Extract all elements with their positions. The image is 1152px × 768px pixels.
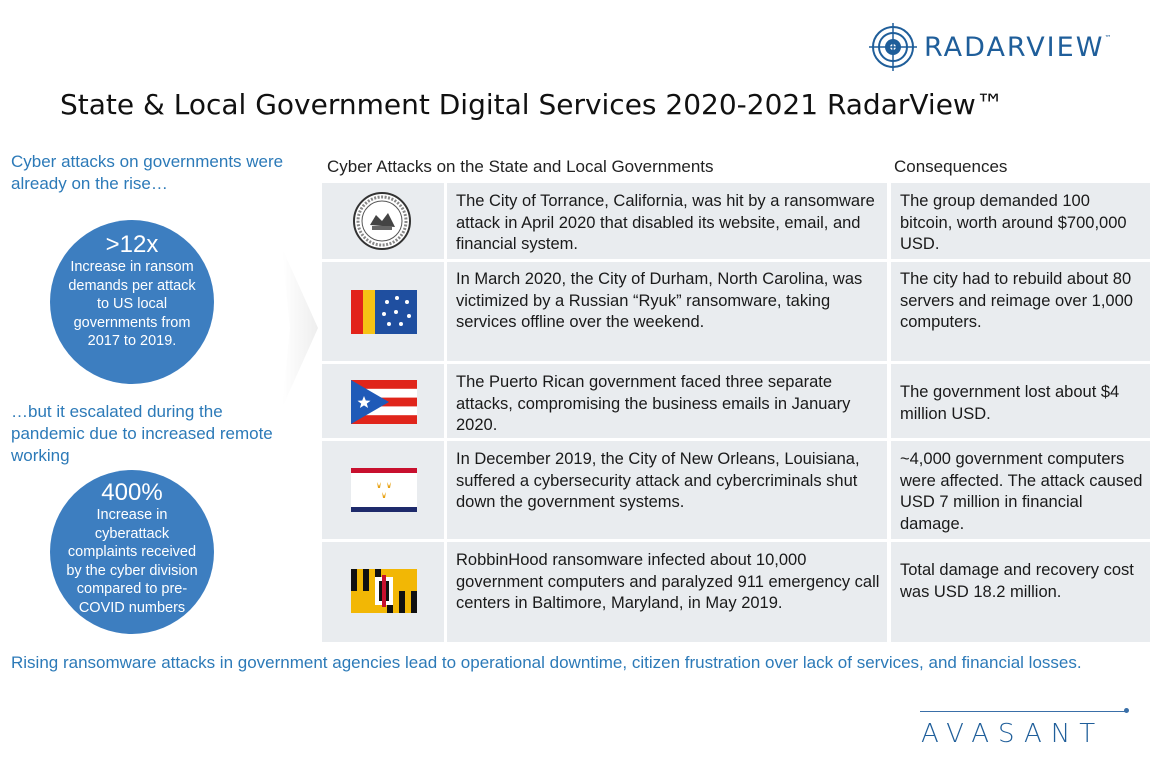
radar-icon [869, 23, 917, 71]
consequence-cell: The government lost about $4 million USD… [891, 364, 1150, 438]
attack-description: RobbinHood ransomware infected about 10,… [456, 551, 880, 612]
icon-cell [322, 183, 444, 259]
avasant-logo: AVASANT [921, 719, 1105, 749]
attack-cell: RobbinHood ransomware infected about 10,… [447, 542, 887, 642]
table-row: In March 2020, the City of Durham, North… [322, 262, 1150, 361]
puerto-rico-flag-icon [351, 380, 417, 424]
footer-summary: Rising ransomware attacks in government … [11, 653, 1082, 672]
radarview-logo-text: RADARVIEW [924, 32, 1105, 63]
attack-description: The Puerto Rican government faced three … [456, 373, 851, 434]
escalation-text: …but it escalated during the pandemic du… [11, 402, 273, 465]
consequence-cell: ~4,000 government computers were affecte… [891, 441, 1150, 539]
consequence-text: ~4,000 government computers were affecte… [900, 450, 1143, 533]
attack-description: In December 2019, the City of New Orlean… [456, 450, 860, 511]
consequence-cell: The city had to rebuild about 80 servers… [891, 262, 1150, 361]
consequence-text: The city had to rebuild about 80 servers… [900, 270, 1133, 331]
table-row: RobbinHood ransomware infected about 10,… [322, 542, 1150, 642]
attack-description: In March 2020, the City of Durham, North… [456, 270, 863, 331]
trademark: ™ [1104, 34, 1112, 42]
column-header-consequences: Consequences [894, 157, 1008, 176]
torrance-city-seal-icon [353, 192, 411, 250]
attack-cell: The Puerto Rican government faced three … [447, 364, 887, 438]
attack-cell: In December 2019, the City of New Orlean… [447, 441, 887, 539]
stat-value: >12x [105, 231, 159, 258]
table-row: In December 2019, the City of New Orlean… [322, 441, 1150, 539]
consequence-text: The government lost about $4 million USD… [900, 383, 1120, 423]
column-header-attacks: Cyber Attacks on the State and Local Gov… [327, 157, 714, 176]
consequence-cell: Total damage and recovery cost was USD 1… [891, 542, 1150, 642]
icon-cell [322, 542, 444, 642]
page-title: State & Local Government Digital Service… [60, 88, 1004, 121]
consequence-text: Total damage and recovery cost was USD 1… [900, 561, 1134, 601]
attack-cell: In March 2020, the City of Durham, North… [447, 262, 887, 361]
chevron-right-icon [282, 248, 318, 408]
durham-flag-icon [351, 290, 417, 334]
consequence-text: The group demanded 100 bitcoin, worth ar… [900, 192, 1127, 253]
stat-circle-ransom: >12x Increase in ransom demands per atta… [50, 220, 214, 384]
radarview-logo: RADARVIEW™ [868, 22, 1138, 74]
table-row: The Puerto Rican government faced three … [322, 364, 1150, 438]
brand-divider [920, 711, 1126, 712]
consequence-cell: The group demanded 100 bitcoin, worth ar… [891, 183, 1150, 259]
attack-cell: The City of Torrance, California, was hi… [447, 183, 887, 259]
icon-cell [322, 364, 444, 438]
new-orleans-flag-icon [351, 468, 417, 512]
stat-caption: Increase in ransom demands per attack to… [68, 259, 196, 349]
stat-value: 400% [101, 479, 163, 506]
baltimore-flag-icon [351, 569, 417, 613]
icon-cell [322, 441, 444, 539]
stat-caption: Increase in cyberattack complaints recei… [66, 507, 198, 616]
attack-description: The City of Torrance, California, was hi… [456, 192, 875, 253]
table-row: The City of Torrance, California, was hi… [322, 183, 1150, 259]
icon-cell [322, 262, 444, 361]
intro-text: Cyber attacks on governments were alread… [11, 152, 284, 193]
brand-dot [1124, 708, 1129, 713]
stat-circle-complaints: 400% Increase in cyberattack complaints … [50, 470, 214, 634]
